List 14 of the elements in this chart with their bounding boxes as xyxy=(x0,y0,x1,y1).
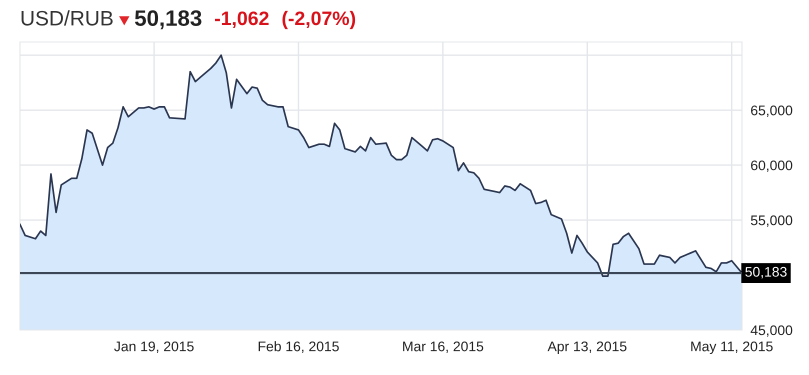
y-tick-label: 55,000 xyxy=(750,215,792,227)
x-tick-label: Jan 19, 2015 xyxy=(114,341,194,353)
y-tick-label: 45,000 xyxy=(750,325,792,337)
y-tick-label: 60,000 xyxy=(751,160,792,172)
text: 50,183 xyxy=(134,10,202,30)
text: (-2,07%) xyxy=(282,10,356,30)
y-tick-label: 65,000 xyxy=(751,105,792,117)
chart-title: USD/RUB xyxy=(22,10,113,26)
text: -1,062 xyxy=(215,11,269,28)
x-tick-label: Feb 16, 2015 xyxy=(258,341,339,353)
ref-line-label: 50,183 xyxy=(745,266,787,278)
x-tick-label: May 11, 2015 xyxy=(691,341,773,354)
x-tick-label: Mar 16, 2015 xyxy=(403,341,484,353)
x-tick-label: Apr 13, 2015 xyxy=(548,341,626,354)
